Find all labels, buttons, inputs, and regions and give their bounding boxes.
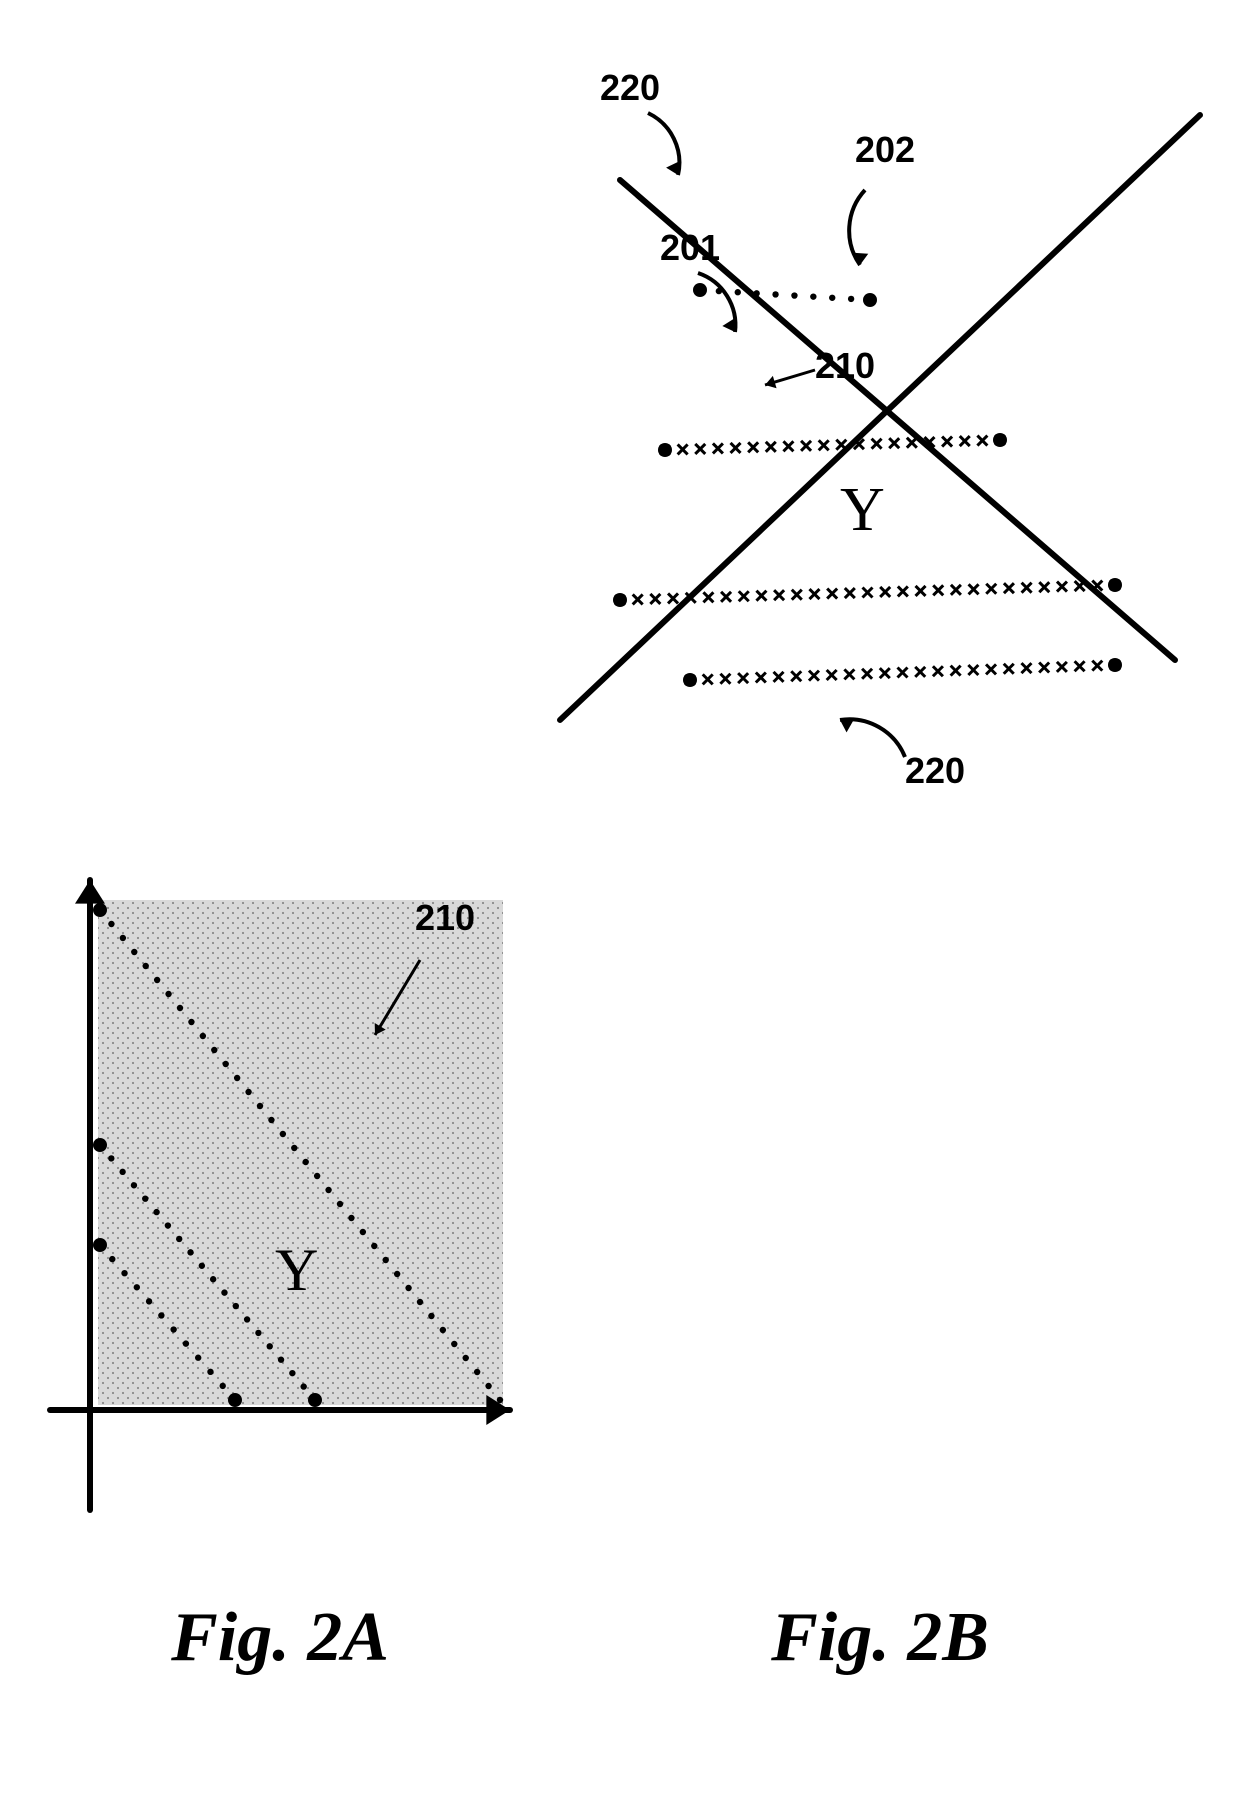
svg-text:Y: Y — [275, 1237, 318, 1303]
svg-text:Fig. 2B: Fig. 2B — [770, 1599, 989, 1676]
svg-text:210: 210 — [415, 897, 475, 938]
svg-text:220: 220 — [600, 67, 660, 108]
svg-text:Y: Y — [840, 476, 885, 544]
svg-text:Fig. 2A: Fig. 2A — [170, 1599, 389, 1676]
svg-text:202: 202 — [855, 129, 915, 170]
svg-text:220: 220 — [905, 750, 965, 791]
svg-text:210: 210 — [815, 345, 875, 386]
svg-text:201: 201 — [660, 227, 720, 268]
